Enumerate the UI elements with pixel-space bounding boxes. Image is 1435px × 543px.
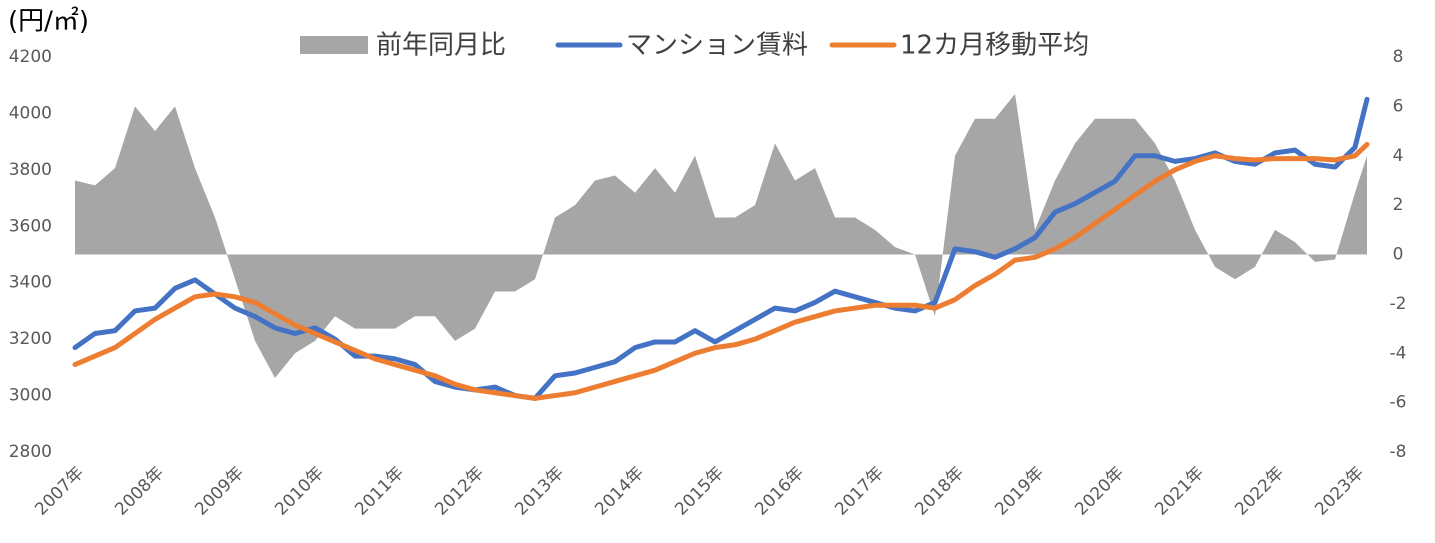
y-tick-label: 2800 [9,442,52,462]
x-tick-label: 2018年 [911,463,968,520]
y-tick-label: 3400 [9,273,52,293]
y-axis-label: (円/㎡) [8,7,89,37]
legend-label: 前年同月比 [376,31,506,61]
line [72,141,1370,401]
y2-tick-label: -4 [1390,343,1407,363]
x-tick-label: 2021年 [1151,463,1208,520]
x-tick-label: 2012年 [431,463,488,520]
x-tick-label: 2020年 [1071,463,1128,520]
x-tick-label: 2008年 [111,463,168,520]
y-tick-label: 4200 [9,47,52,67]
y2-tick-label: 4 [1393,146,1404,166]
y2-tick-label: 6 [1393,96,1404,116]
x-tick-label: 2016年 [751,463,808,520]
legend-swatch [300,36,368,54]
x-tick-label: 2010年 [271,463,328,520]
x-tick-label: 2011年 [351,463,408,520]
x-tick-label: 2019年 [991,463,1048,520]
y2-tick-label: 0 [1393,245,1404,265]
y-tick-label: 4000 [9,103,52,123]
legend-label: マンション賃料 [626,31,808,61]
area [75,94,1367,378]
x-tick-label: 2023年 [1311,463,1368,520]
y-tick-label: 3600 [9,216,52,236]
y-tick-label: 3800 [9,160,52,180]
line [72,96,1370,401]
y2-tick-label: 2 [1393,195,1404,215]
y2-tick-label: 8 [1393,47,1404,67]
y2-tick-label: -2 [1390,294,1407,314]
x-tick-label: 2015年 [671,463,728,520]
x-tick-label: 2017年 [831,463,888,520]
x-tick-label: 2013年 [511,463,568,520]
legend: 前年同月比 マンション賃料 12カ月移動平均 [300,31,1089,61]
x-tick-label: 2009年 [191,463,248,520]
y-tick-label: 3200 [9,329,52,349]
y-tick-label: 3000 [9,386,52,406]
legend-label: 12カ月移動平均 [900,31,1089,61]
y2-tick-label: -8 [1390,442,1407,462]
x-tick-label: 2022年 [1231,463,1288,520]
x-tick-label: 2014年 [591,463,648,520]
y2-tick-label: -6 [1390,393,1407,413]
x-tick-label: 2007年 [31,463,88,520]
